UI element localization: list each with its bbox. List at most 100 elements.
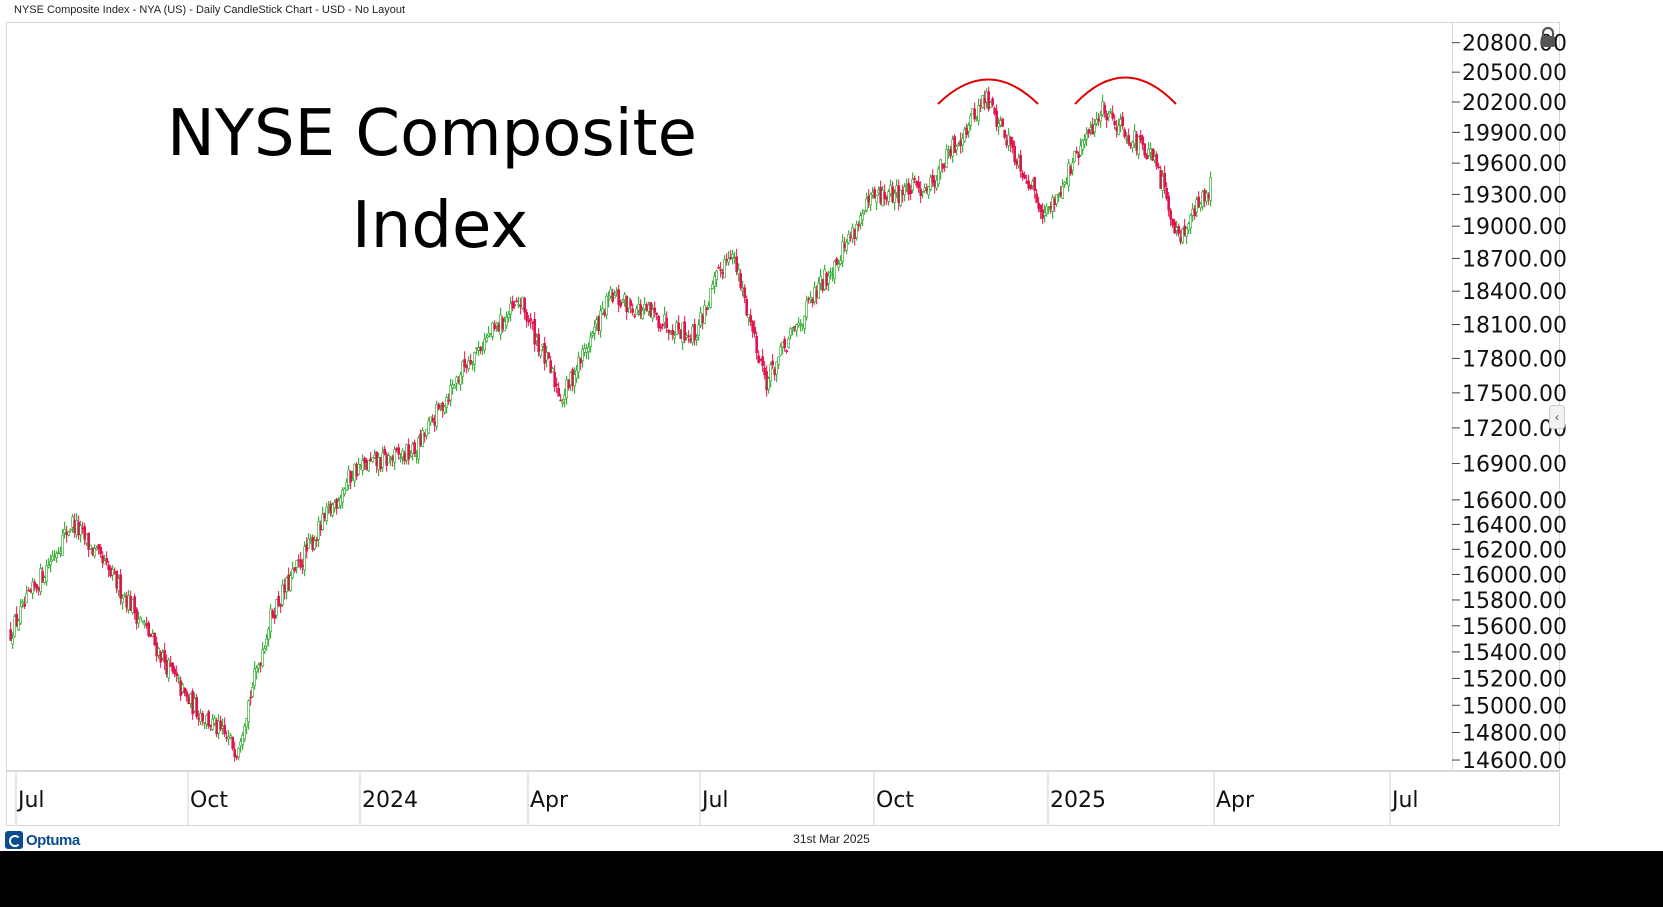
candle xyxy=(673,331,676,344)
candle xyxy=(505,311,508,329)
x-tick-label: Jul xyxy=(16,788,45,813)
y-tick-label: 19900.00 xyxy=(1462,121,1567,146)
candle xyxy=(639,299,642,320)
candle xyxy=(97,544,100,555)
candle xyxy=(273,607,276,624)
lock-icon[interactable] xyxy=(1538,26,1558,48)
candle xyxy=(205,713,208,730)
candle xyxy=(483,332,486,354)
candle xyxy=(269,603,272,639)
candle xyxy=(907,178,910,201)
candle xyxy=(561,398,564,408)
candle xyxy=(493,320,496,332)
candle xyxy=(231,736,234,751)
candle xyxy=(71,514,74,533)
y-tick-label: 14600.00 xyxy=(1462,749,1567,774)
candle xyxy=(1117,118,1120,136)
candle xyxy=(437,402,440,411)
candle xyxy=(1167,191,1170,217)
candle xyxy=(13,613,16,638)
y-tick-3: 19900.00 xyxy=(1452,121,1567,146)
candle xyxy=(345,478,348,492)
candle xyxy=(267,626,270,647)
candle xyxy=(1159,165,1162,189)
y-tick-label: 15000.00 xyxy=(1462,694,1567,719)
candle xyxy=(341,487,344,509)
candle xyxy=(1189,213,1192,234)
candle xyxy=(117,574,120,597)
candle xyxy=(195,693,198,720)
candle xyxy=(325,502,328,525)
y-tick-8: 18400.00 xyxy=(1452,280,1567,305)
candle xyxy=(1137,136,1140,159)
candle xyxy=(197,710,200,726)
candle xyxy=(1191,203,1194,222)
candle xyxy=(1035,188,1038,203)
x-tick-2: 2024 xyxy=(359,772,418,825)
candle xyxy=(659,323,662,333)
candle xyxy=(93,544,96,559)
candle xyxy=(847,230,850,245)
y-tick-label: 16400.00 xyxy=(1462,513,1567,538)
candle xyxy=(203,721,206,730)
candle xyxy=(963,126,966,143)
candle xyxy=(1195,196,1198,218)
candle xyxy=(77,515,80,541)
candle xyxy=(553,365,556,393)
candle xyxy=(1207,191,1210,206)
candle xyxy=(1069,164,1072,177)
y-tick-20: 15400.00 xyxy=(1452,641,1567,666)
candle xyxy=(485,334,488,343)
candle xyxy=(105,551,108,566)
candle xyxy=(1033,176,1036,199)
candle xyxy=(1177,223,1180,238)
candle xyxy=(151,629,154,638)
candle xyxy=(361,454,364,476)
candle xyxy=(407,438,410,465)
candle xyxy=(463,351,466,373)
candle xyxy=(631,303,634,316)
y-tick-label: 15600.00 xyxy=(1462,615,1567,640)
candle xyxy=(33,578,36,592)
candle xyxy=(321,506,324,531)
candle xyxy=(443,404,446,415)
candle xyxy=(827,270,830,292)
candle xyxy=(1209,171,1212,207)
collapse-panel-chevron-icon[interactable]: ‹ xyxy=(1549,405,1565,429)
candle xyxy=(973,102,976,123)
y-tick-22: 15000.00 xyxy=(1452,694,1567,719)
x-tick-6: 2025 xyxy=(1047,772,1106,825)
candle xyxy=(921,190,924,199)
candle xyxy=(461,360,464,384)
x-tick-label: Oct xyxy=(876,788,914,813)
candle xyxy=(275,598,278,619)
candle xyxy=(95,545,98,551)
candle xyxy=(487,325,490,338)
candle xyxy=(703,299,706,324)
x-axis: Jul Oct 2024 Apr Jul Oct 2025 Apr Jul xyxy=(15,772,1419,825)
candle xyxy=(279,603,282,614)
candle xyxy=(1153,149,1156,164)
candle xyxy=(743,284,746,304)
candle xyxy=(509,296,512,322)
candle xyxy=(495,321,498,332)
candle xyxy=(307,533,310,550)
candle xyxy=(161,649,164,661)
candle xyxy=(987,86,990,112)
candle xyxy=(189,692,192,708)
candle xyxy=(1043,205,1046,223)
candle xyxy=(1067,158,1070,192)
candle xyxy=(453,383,456,390)
candle xyxy=(1143,143,1146,158)
candle xyxy=(1165,182,1168,201)
candle xyxy=(1089,121,1092,136)
x-tick-1: Oct xyxy=(187,772,228,825)
candle xyxy=(1083,134,1086,149)
candle xyxy=(1027,174,1030,191)
candle xyxy=(551,366,554,373)
candle xyxy=(835,256,838,266)
candle xyxy=(1183,218,1186,237)
y-tick-19: 15600.00 xyxy=(1452,615,1567,640)
candle xyxy=(629,298,632,314)
